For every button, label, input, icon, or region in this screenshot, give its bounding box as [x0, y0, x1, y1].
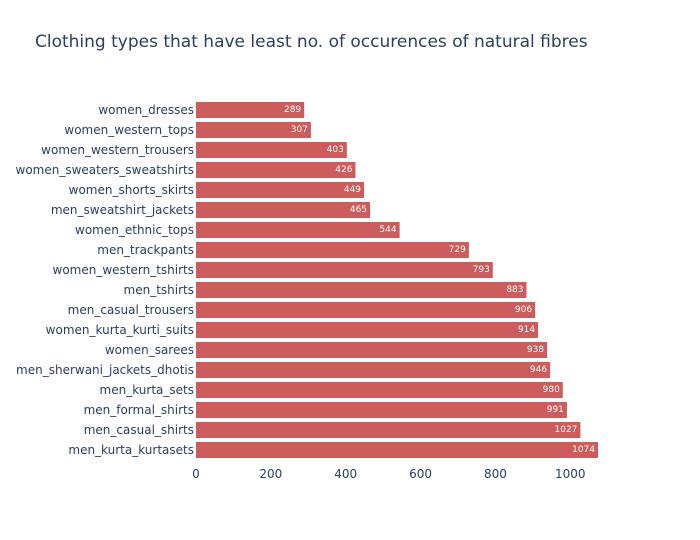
bar-men-casual-shirts[interactable]	[196, 422, 581, 438]
x-tick-label: 600	[409, 467, 432, 481]
bar-value-label: 729	[449, 245, 466, 255]
bar-women-western-tops[interactable]	[196, 122, 311, 138]
chart-title: Clothing types that have least no. of oc…	[35, 32, 588, 52]
bar-value-label: 980	[543, 385, 560, 395]
category-label: men_kurta_kurtasets	[68, 443, 194, 457]
bar-value-label: 938	[527, 345, 544, 355]
bar-value-label: 449	[344, 185, 361, 195]
x-tick-label: 0	[192, 467, 200, 481]
bar-men-sweatshirt-jackets[interactable]	[196, 202, 371, 218]
category-label: men_trackpants	[97, 243, 194, 257]
bar-women-shorts-skirts[interactable]	[196, 182, 365, 198]
bar-women-western-trousers[interactable]	[196, 142, 347, 158]
bar-men-kurta-kurtasets[interactable]	[196, 442, 598, 458]
bar-women-kurta-kurti-suits[interactable]	[196, 322, 539, 338]
bar-women-sarees[interactable]	[196, 342, 548, 358]
category-label: men_casual_shirts	[84, 423, 194, 437]
category-label: women_shorts_skirts	[69, 183, 194, 197]
bar-value-label: 289	[284, 105, 301, 115]
bar-men-tshirts[interactable]	[196, 282, 527, 298]
category-label: women_sweaters_sweatshirts	[16, 163, 195, 177]
bar-value-label: 883	[506, 285, 523, 295]
bar-women-sweaters-sweatshirts[interactable]	[196, 162, 356, 178]
bar-women-ethnic-tops[interactable]	[196, 222, 400, 238]
category-label: women_western_tshirts	[53, 263, 195, 277]
bar-value-label: 426	[335, 165, 352, 175]
bar-men-casual-trousers[interactable]	[196, 302, 536, 318]
bar-men-formal-shirts[interactable]	[196, 402, 567, 418]
bar-value-label: 906	[515, 305, 532, 315]
bar-value-label: 991	[547, 405, 564, 415]
bar-value-label: 793	[473, 265, 490, 275]
x-tick-label: 200	[259, 467, 282, 481]
bar-value-label: 1027	[555, 425, 578, 435]
bar-men-sherwani-jackets-dhotis[interactable]	[196, 362, 551, 378]
bar-value-label: 403	[327, 145, 344, 155]
category-label: women_western_tops	[64, 123, 194, 137]
bar-women-dresses[interactable]	[196, 102, 305, 118]
x-tick-label: 400	[334, 467, 357, 481]
bar-value-label: 914	[518, 325, 535, 335]
category-label: men_formal_shirts	[84, 403, 194, 417]
bar-value-label: 544	[379, 225, 396, 235]
category-label: men_sherwani_jackets_dhotis	[16, 363, 194, 377]
bar-value-label: 946	[530, 365, 547, 375]
category-label: women_dresses	[98, 103, 194, 117]
category-label: men_sweatshirt_jackets	[51, 203, 194, 217]
category-label: women_western_trousers	[41, 143, 194, 157]
category-label: women_ethnic_tops	[75, 223, 194, 237]
category-label: men_casual_trousers	[68, 303, 194, 317]
bar-men-trackpants[interactable]	[196, 242, 469, 258]
bar-men-kurta-sets[interactable]	[196, 382, 563, 398]
bar-women-western-tshirts[interactable]	[196, 262, 493, 278]
bar-value-label: 465	[350, 205, 367, 215]
category-label: men_kurta_sets	[100, 383, 194, 397]
category-label: women_sarees	[105, 343, 194, 357]
x-tick-label: 1000	[555, 467, 586, 481]
category-label: women_kurta_kurti_suits	[46, 323, 194, 337]
category-label: men_tshirts	[124, 283, 194, 297]
x-tick-label: 800	[484, 467, 507, 481]
bar-value-label: 1074	[572, 445, 595, 455]
bar-value-label: 307	[291, 125, 308, 135]
